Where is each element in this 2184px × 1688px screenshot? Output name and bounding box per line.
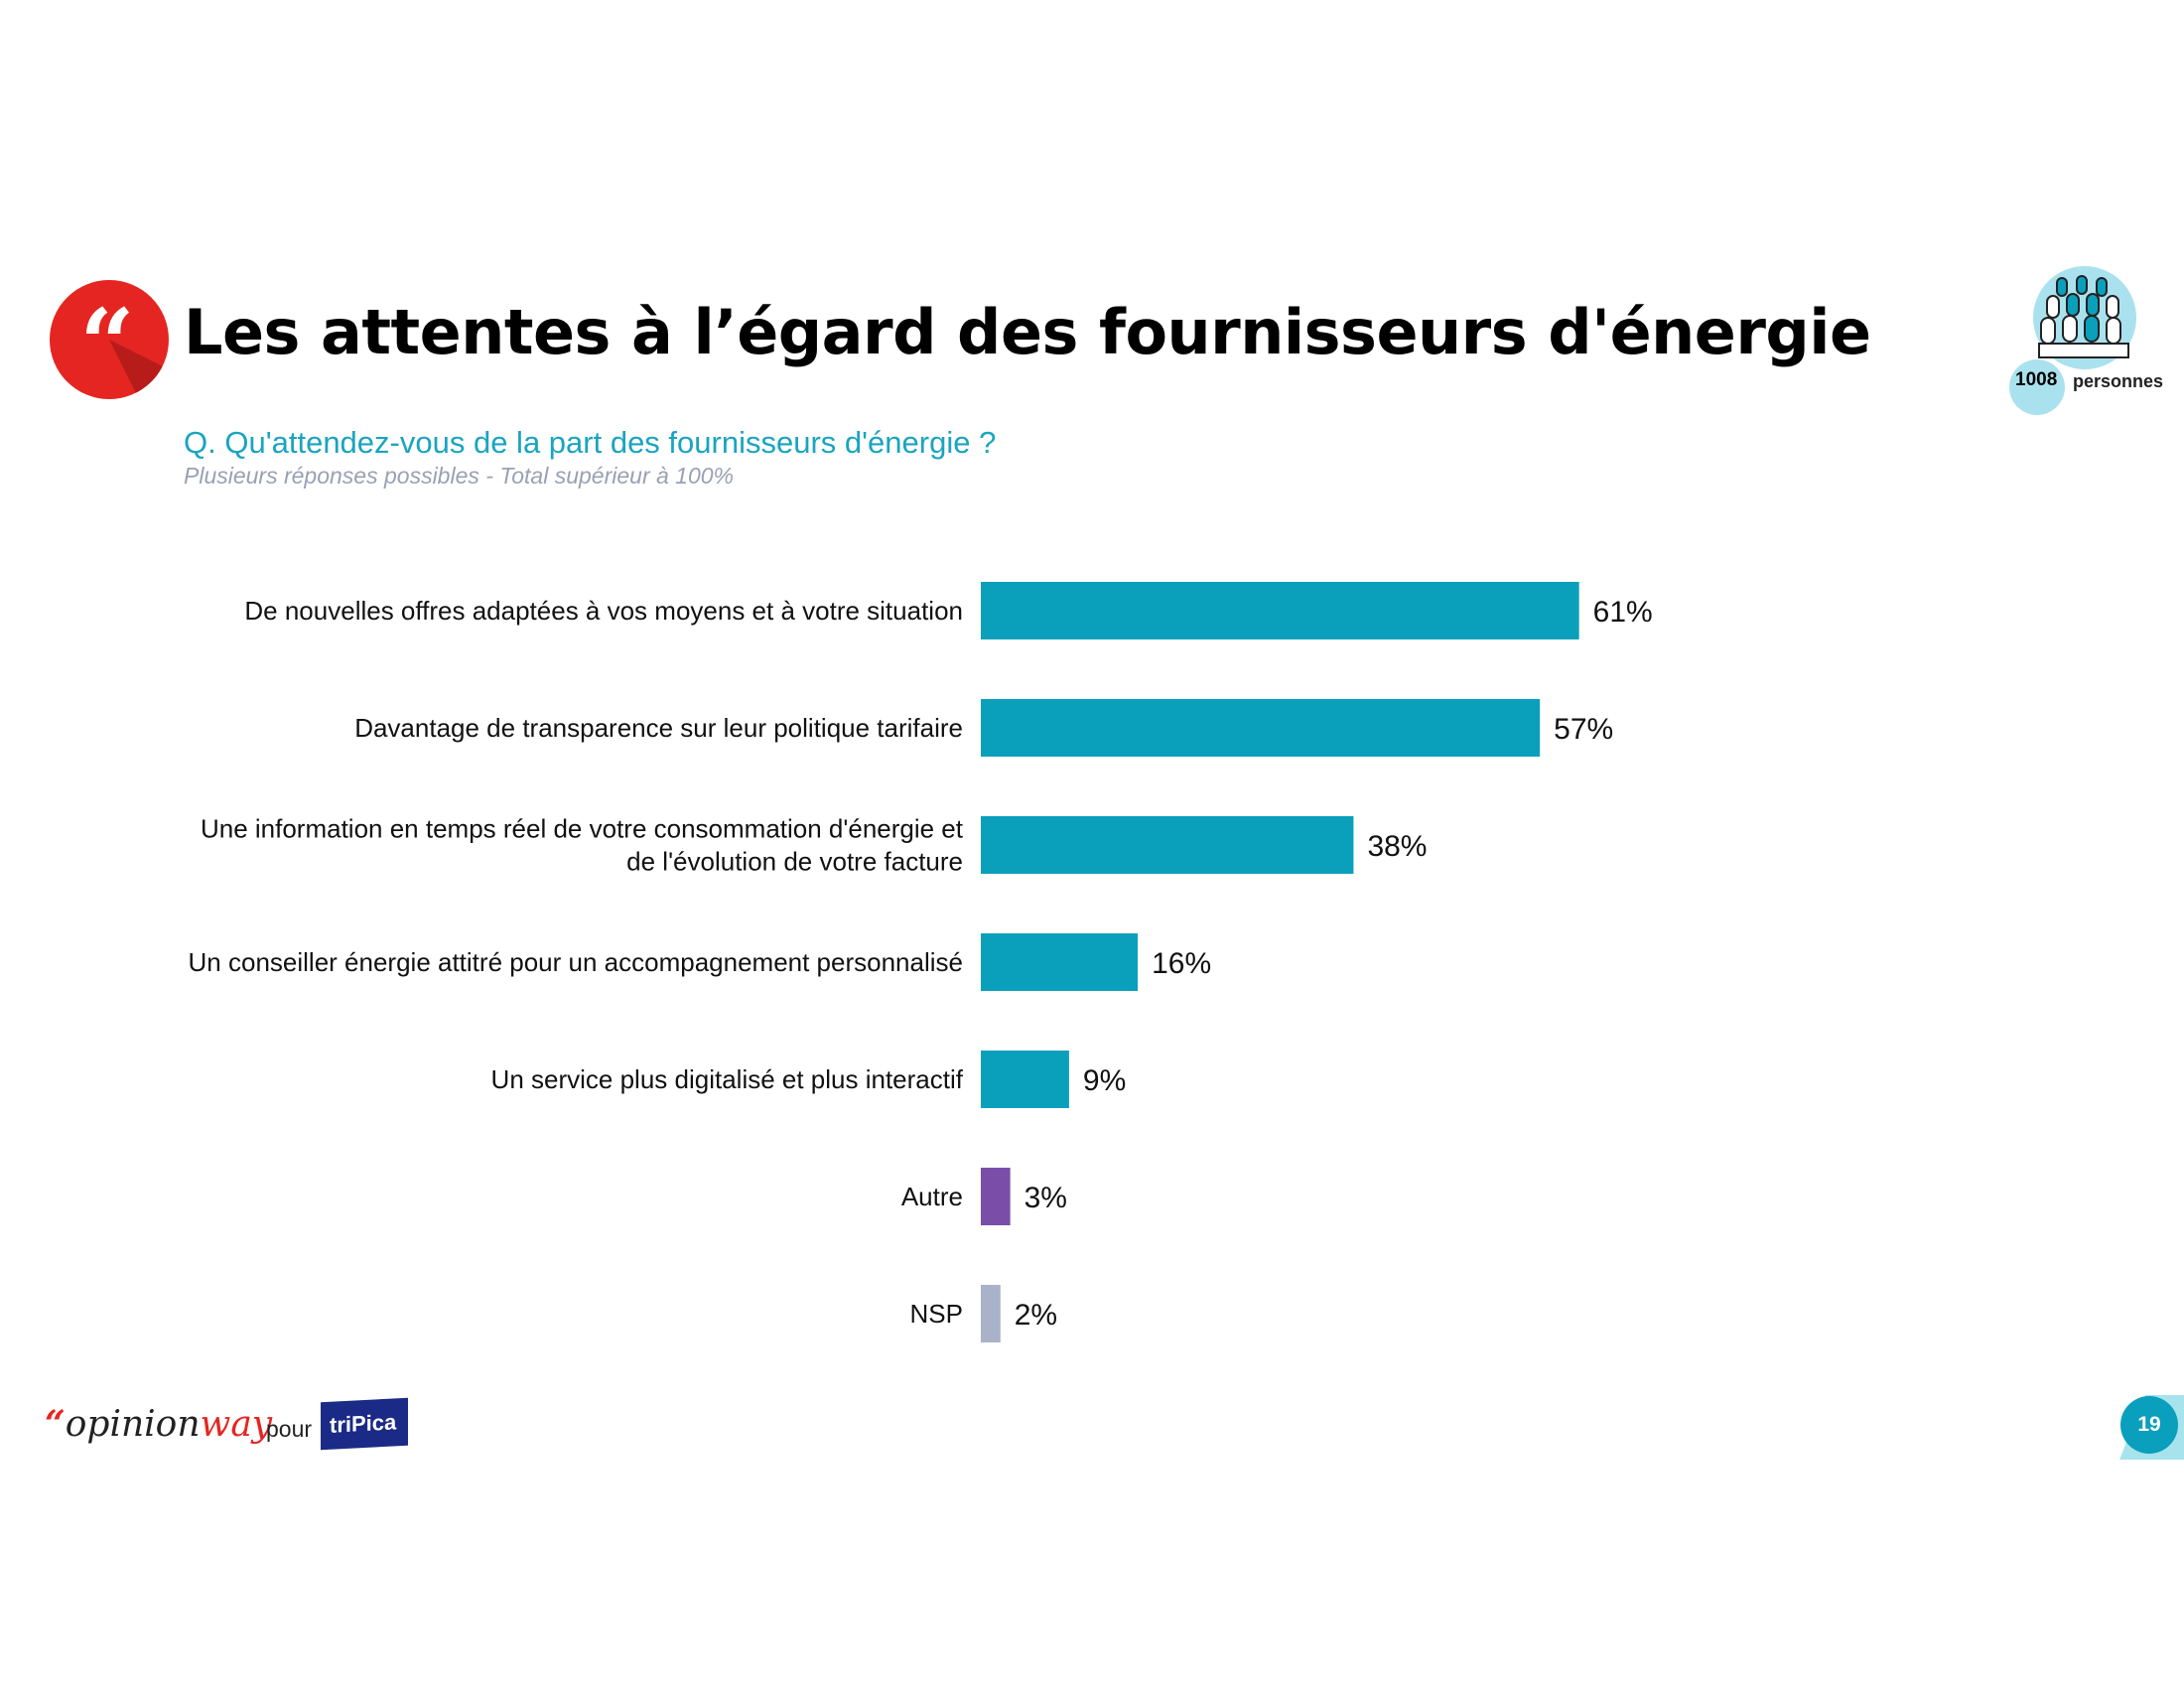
bar-5 (981, 1051, 1069, 1108)
svg-text:“: “ (79, 288, 134, 399)
page-title: Les attentes à l’égard des fournisseurs … (184, 296, 1871, 368)
bar-value-label-2: 57% (1554, 713, 1613, 746)
category-label-7: NSP (910, 1299, 963, 1329)
category-label-3-line-1: Une information en temps réel de votre c… (201, 814, 964, 844)
bar-3 (981, 816, 1354, 874)
bar-value-label-4: 16% (1152, 947, 1211, 980)
quote-badge: “ (50, 280, 169, 399)
sample-label: personnes (2073, 371, 2164, 391)
category-label-6: Autre (901, 1182, 963, 1211)
bar-value-label-3: 38% (1367, 830, 1427, 863)
sample-size-badge (2005, 266, 2174, 415)
survey-note: Plusieurs réponses possibles - Total sup… (184, 463, 735, 489)
survey-question: Q. Qu'attendez-vous de la part des fourn… (184, 425, 997, 460)
bar-value-label-6: 3% (1024, 1182, 1067, 1214)
page-number: 19 (2120, 1396, 2178, 1454)
opinionway-logo: “opinionway (45, 1403, 273, 1445)
bar-7 (981, 1285, 1001, 1342)
bar-chart: 61% De nouvelles offres adaptées à vos mo… (189, 582, 1653, 1342)
bar-4 (981, 933, 1139, 991)
bar-6 (981, 1168, 1011, 1225)
tripica-logo: triPica (321, 1397, 408, 1451)
bar-2 (981, 699, 1541, 757)
category-label-1: De nouvelles offres adaptées à vos moyen… (244, 596, 963, 626)
category-label-4: Un conseiller énergie attitré pour un ac… (189, 947, 963, 977)
category-label-5: Un service plus digitalisé et plus inter… (491, 1064, 964, 1094)
category-label-3-line-2: de l'évolution de votre facture (626, 847, 963, 877)
sample-count: 1008 (2015, 369, 2058, 390)
bar-value-label-7: 2% (1015, 1299, 1057, 1332)
footer-pour: pour (266, 1416, 313, 1442)
bar-value-label-5: 9% (1083, 1064, 1126, 1097)
people-group-icon (2009, 266, 2136, 415)
bar-1 (981, 582, 1579, 639)
quote-icon: “ (79, 288, 169, 399)
category-label-2: Davantage de transparence sur leur polit… (354, 713, 963, 743)
bar-value-label-1: 61% (1593, 596, 1653, 629)
